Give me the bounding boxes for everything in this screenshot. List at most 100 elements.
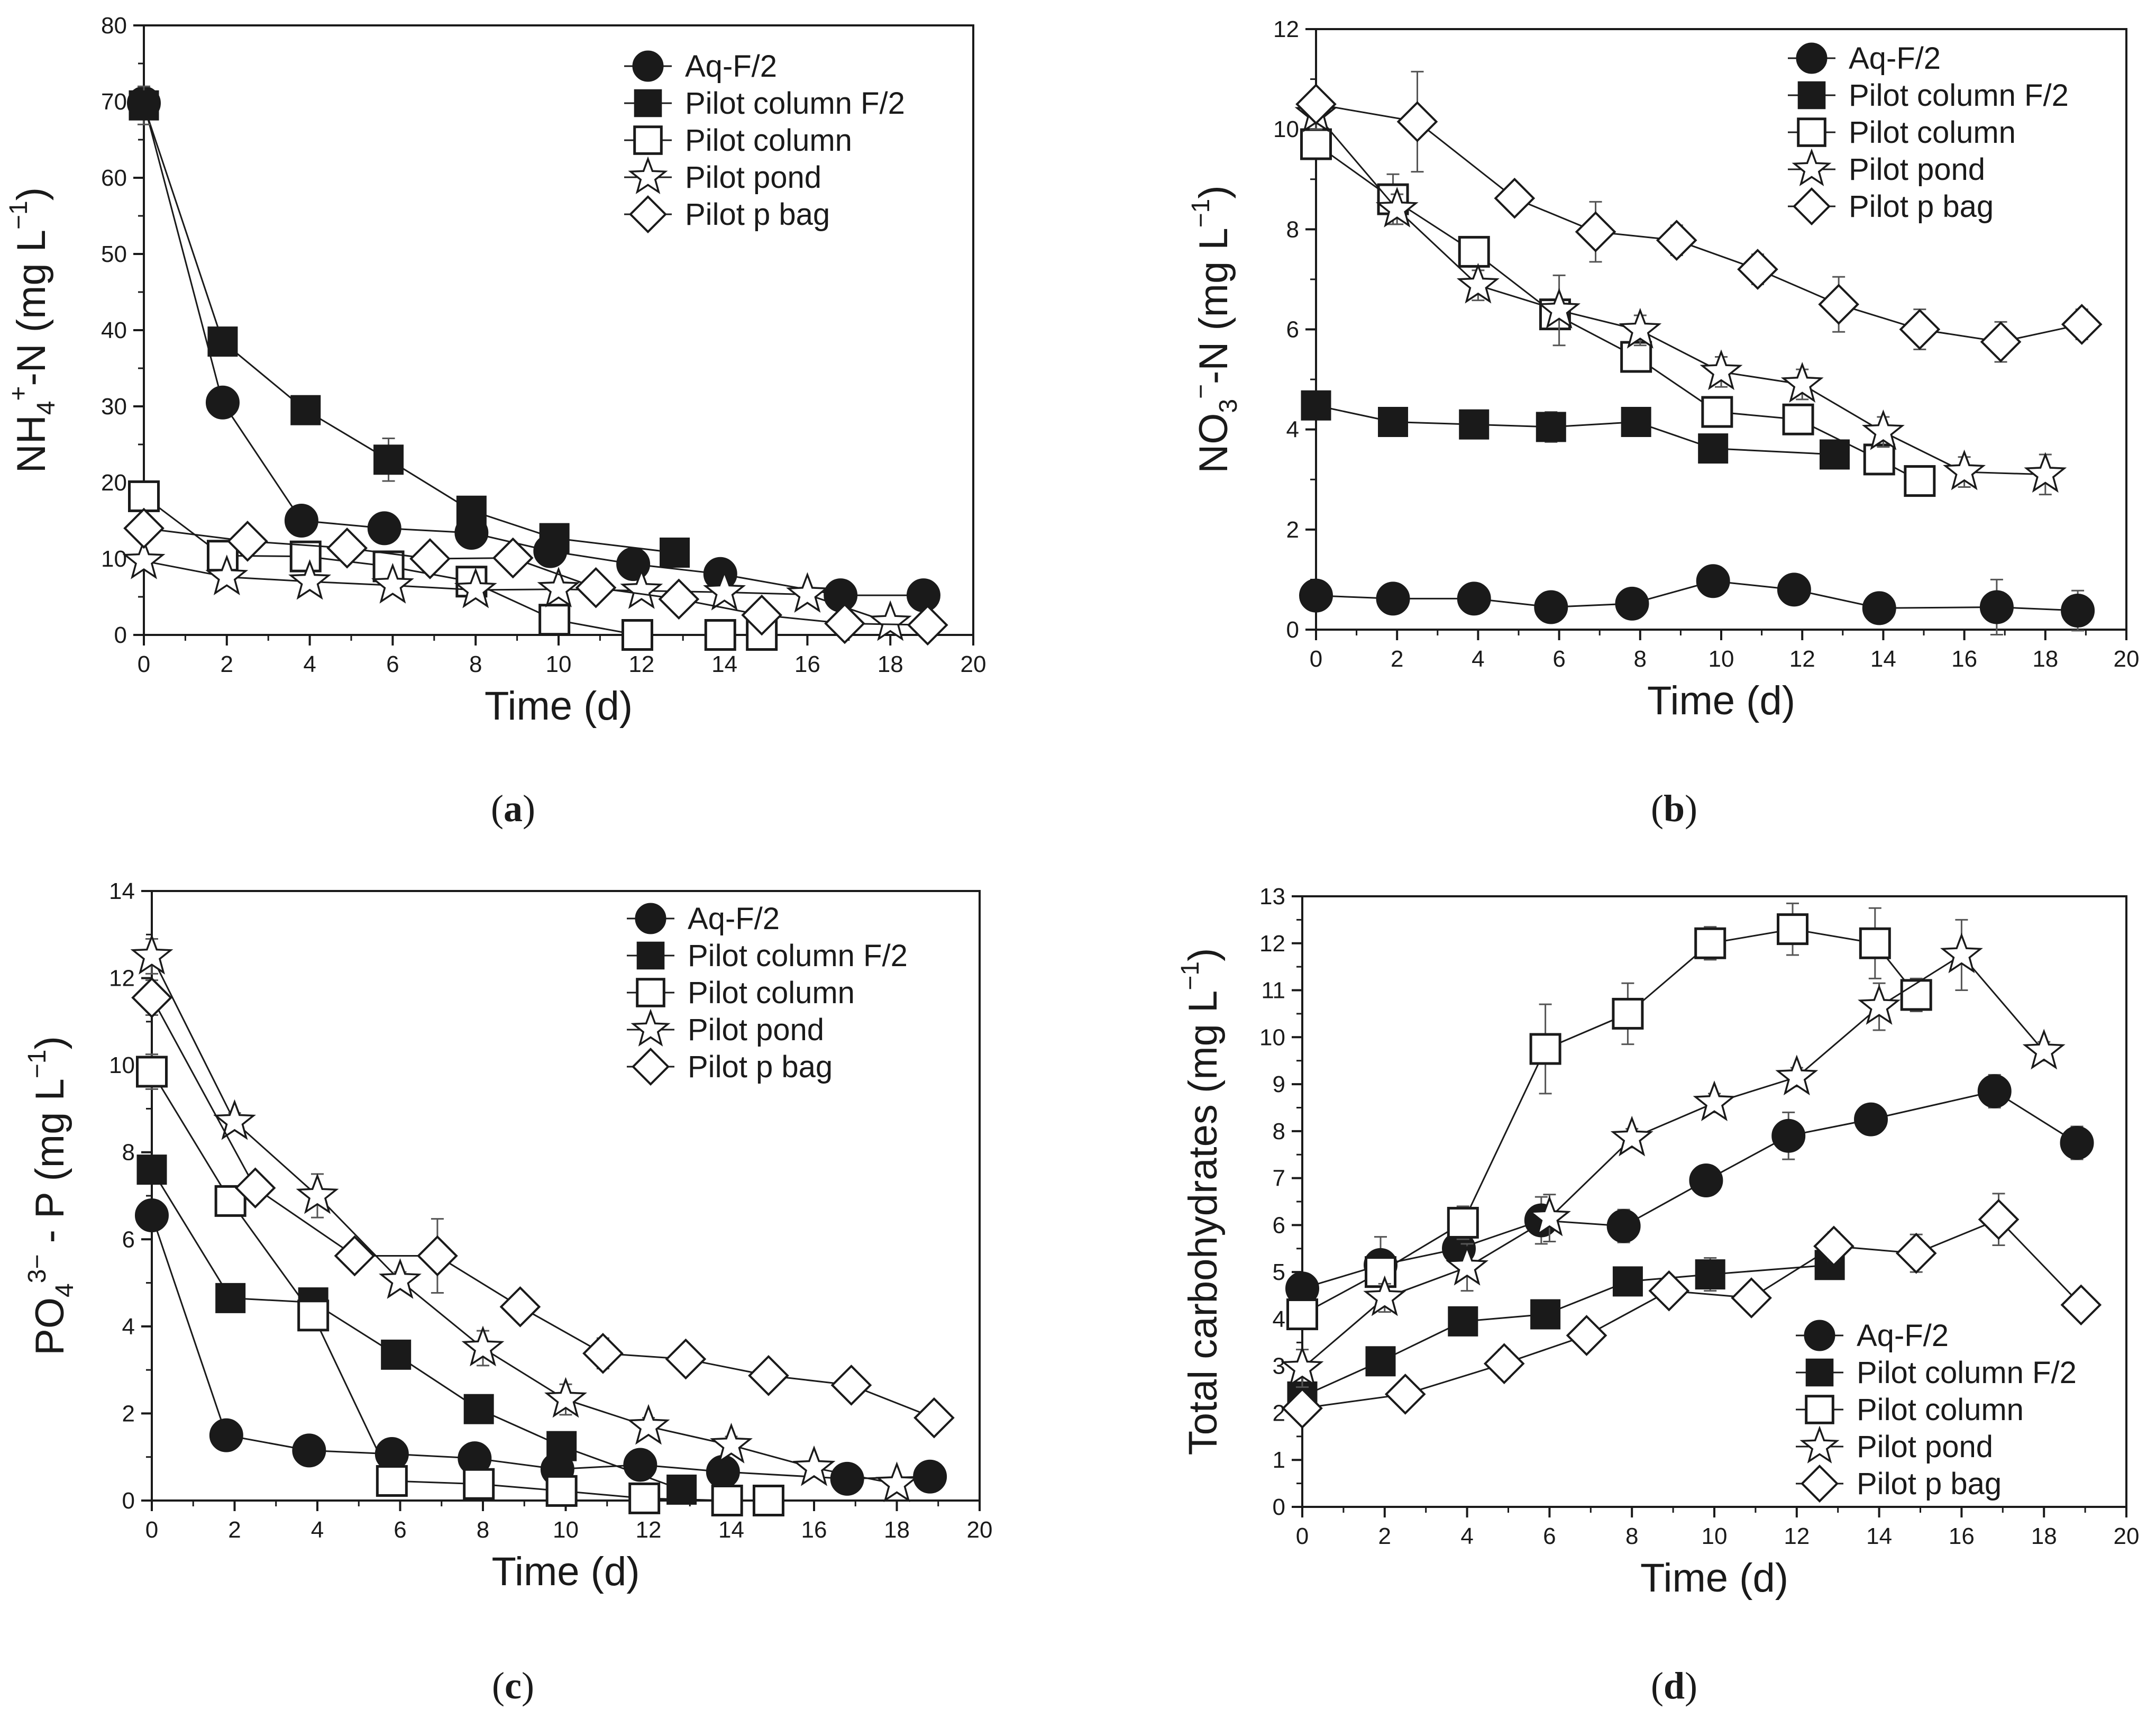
series-pc: [1300, 128, 1936, 497]
legend-marker: [633, 125, 663, 155]
data-point: [296, 1173, 339, 1214]
series-aq: [1285, 1074, 2094, 1306]
data-point: [381, 1339, 412, 1370]
data-point: [537, 567, 580, 607]
legend-label: Pilot pond: [688, 1013, 824, 1047]
data-point: [2061, 304, 2103, 345]
data-point: [1777, 913, 1809, 946]
data-point: [1904, 465, 1936, 497]
data-point: [1376, 581, 1410, 616]
data-point: [129, 90, 159, 121]
data-point: [492, 537, 534, 579]
data-point: [1378, 406, 1409, 437]
data-point: [1737, 249, 1778, 290]
data-point: [752, 1485, 784, 1516]
data-point: [1363, 1275, 1406, 1316]
chart-panel-b: 0 2 4 6 8 10 12 14 16 18 20 0 2 4 6 8 10 12 Time (d) NO3−-N…: [1187, 16, 2139, 830]
y-tick-label: 10: [109, 1052, 135, 1078]
data-point: [620, 568, 663, 609]
data-point: [660, 537, 690, 568]
series-line: [143, 527, 928, 626]
x-axis-label: Time (d): [1640, 1556, 1788, 1601]
data-point: [367, 511, 401, 546]
x-tick-label: 12: [628, 651, 654, 677]
data-point: [135, 1198, 169, 1233]
series-pb: [123, 507, 948, 646]
data-point: [1940, 932, 1983, 974]
data-point: [1375, 187, 1419, 228]
data-point: [207, 326, 238, 357]
data-point: [1701, 396, 1733, 428]
x-tick-label: 14: [718, 1517, 744, 1543]
y-tick-label: 40: [101, 317, 127, 343]
y-axis-label: PO43− - P (mg L−1): [23, 1036, 79, 1356]
data-point: [575, 567, 617, 608]
data-point: [704, 619, 736, 651]
data-point: [1648, 1270, 1690, 1312]
data-point: [1459, 409, 1490, 440]
y-axis-label: NH4+-N (mg L−1): [5, 187, 60, 473]
x-tick-label: 2: [228, 1517, 241, 1543]
y-tick-label: 13: [1259, 884, 1285, 910]
x-tick-label: 6: [1552, 646, 1565, 672]
legend-label: Aq-F/2: [1857, 1319, 1949, 1353]
x-tick-label: 2: [1391, 646, 1403, 672]
x-tick-label: 2: [221, 651, 233, 677]
data-point: [748, 1355, 789, 1396]
series-pp: [122, 538, 912, 641]
legend-marker: [1799, 1425, 1840, 1464]
y-tick-label: 4: [1286, 417, 1299, 443]
data-point: [1529, 1033, 1561, 1065]
data-point: [621, 619, 653, 651]
y-tick-label: 12: [1259, 931, 1285, 957]
data-point: [1943, 449, 1986, 490]
x-tick-label: 20: [2114, 1523, 2140, 1549]
data-point: [706, 1455, 740, 1489]
legend-marker: [1801, 1465, 1839, 1503]
data-point: [545, 1475, 578, 1507]
x-tick-label: 10: [546, 651, 572, 677]
data-point: [824, 603, 865, 644]
x-axis-label: Time (d): [491, 1549, 640, 1594]
x-tick-label: 8: [477, 1517, 489, 1543]
data-point: [623, 1448, 657, 1482]
x-tick-label: 8: [1625, 1523, 1638, 1549]
data-point: [130, 933, 173, 975]
x-tick-label: 0: [145, 1517, 158, 1543]
data-point: [1300, 128, 1332, 160]
series-pb: [1282, 1193, 2102, 1429]
data-point: [2060, 1126, 2094, 1160]
data-point: [1301, 390, 1331, 421]
legend-label: Pilot column: [685, 123, 852, 158]
data-point: [292, 1433, 326, 1468]
y-tick-label: 7: [1273, 1166, 1285, 1192]
data-point: [1979, 590, 2014, 624]
data-point: [463, 1468, 495, 1500]
legend-label: Pilot column: [1849, 115, 2016, 150]
data-point: [546, 1431, 577, 1461]
data-point: [1615, 586, 1649, 621]
legend-marker: [636, 978, 665, 1007]
x-tick-label: 12: [1789, 646, 1815, 672]
data-point: [297, 1299, 330, 1332]
y-tick-label: 60: [101, 165, 127, 191]
y-tick-label: 5: [1273, 1259, 1285, 1285]
legend-label: Aq-F/2: [685, 49, 777, 84]
data-point: [875, 1461, 918, 1503]
data-point: [1694, 927, 1726, 959]
y-tick-label: 12: [1273, 16, 1299, 42]
data-point: [215, 1283, 246, 1313]
x-tick-label: 14: [1870, 646, 1896, 672]
series-line: [1315, 580, 2078, 612]
x-tick-label: 12: [636, 1517, 662, 1543]
panel-caption: (b): [1651, 787, 1697, 830]
data-point: [1978, 1198, 2020, 1240]
data-point: [913, 1459, 947, 1494]
data-point: [1365, 1256, 1397, 1288]
data-point: [1447, 1206, 1479, 1239]
chart-panel-a: 0 2 4 6 8 10 12 14 16 18 20 0 10 20 30 40 50 60 70 80 Time (…: [5, 13, 986, 830]
y-tick-label: 6: [122, 1226, 135, 1252]
data-point: [1299, 578, 1333, 613]
